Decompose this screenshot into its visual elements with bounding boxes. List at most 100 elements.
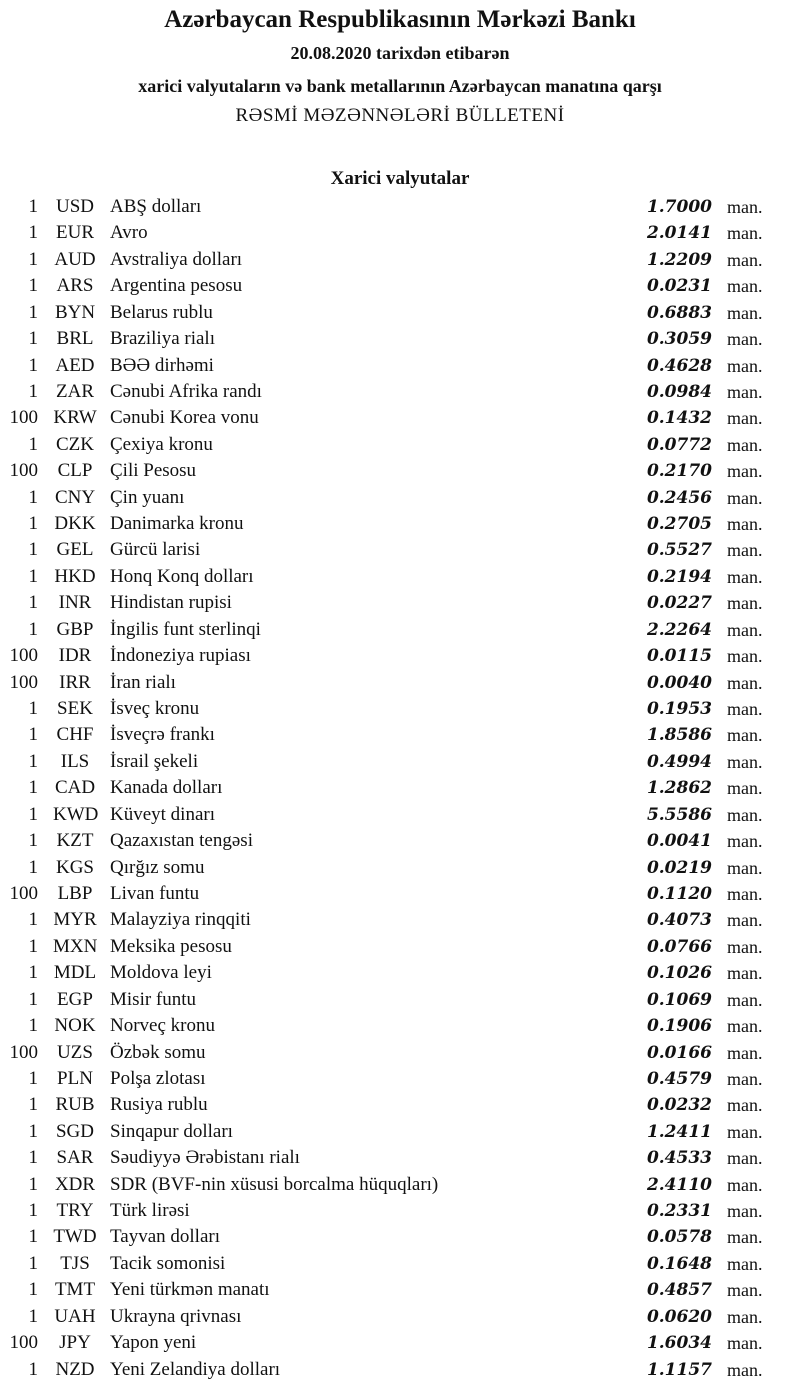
currency-code: KRW	[53, 407, 97, 429]
unit-label: man.	[727, 936, 763, 957]
unit-label: man.	[727, 487, 763, 508]
exchange-rate: 0.6883	[646, 302, 712, 323]
currency-name: Küveyt dinarı	[110, 803, 216, 825]
currency-code: MYR	[53, 909, 97, 931]
table-row: 1 GEL Gürcü larisi 0.5527 man.	[0, 537, 800, 563]
exchange-rate: 0.2194	[646, 566, 712, 587]
quantity: 100	[9, 645, 39, 667]
currency-name: Avro	[110, 222, 148, 244]
table-row: 1 KGS Qırğız somu 0.0219 man.	[0, 855, 800, 881]
unit-label: man.	[727, 778, 763, 799]
bank-title: Azərbaycan Respublikasının Mərkəzi Bankı	[164, 6, 636, 33]
currency-code: USD	[55, 196, 94, 217]
table-row: 1 SEK İsveç kronu 0.1953 man.	[0, 696, 800, 722]
quantity: 100	[9, 460, 39, 482]
currency-code: ARS	[56, 275, 94, 297]
currency-code: DKK	[54, 513, 96, 535]
quantity: 100	[9, 882, 39, 904]
currency-code: JPY	[59, 1332, 91, 1354]
table-row: 1 MYR Malayziya rinqqiti 0.4073 man.	[0, 907, 800, 933]
currency-name: ABŞ dolları	[110, 196, 202, 217]
exchange-rate: 0.0232	[646, 1095, 712, 1116]
exchange-rate: 2.4110	[646, 1174, 712, 1195]
exchange-rate: 0.0578	[646, 1227, 712, 1248]
quantity: 1	[28, 328, 39, 350]
unit-label: man.	[727, 1227, 763, 1248]
exchange-rate: 0.2456	[646, 487, 712, 508]
unit-label: man.	[727, 1121, 763, 1142]
currency-name: Meksika pesosu	[110, 935, 232, 957]
currency-code: TJS	[60, 1252, 90, 1274]
exchange-rate: 0.1432	[646, 408, 712, 429]
quantity: 1	[28, 539, 39, 561]
currency-code: CLP	[57, 460, 93, 482]
currency-name: Cənubi Afrika randı	[110, 380, 262, 402]
table-row: 1 UAH Ukrayna qrivnası 0.0620 man.	[0, 1304, 800, 1330]
table-row: 1 TMT Yeni türkmən manatı 0.4857 man.	[0, 1277, 800, 1303]
currency-code: TMT	[54, 1279, 96, 1301]
unit-label: man.	[727, 1280, 763, 1301]
unit-label: man.	[727, 1174, 763, 1195]
exchange-rate: 0.0219	[646, 857, 712, 878]
unit-label: man.	[727, 566, 763, 587]
quantity: 1	[28, 1094, 39, 1116]
currency-name: İsveçrə frankı	[110, 724, 215, 746]
unit-label: man.	[727, 1042, 763, 1063]
unit-label: man.	[727, 910, 763, 931]
currency-name: Hindistan rupisi	[110, 592, 232, 614]
quantity: 1	[28, 433, 39, 455]
unit-label: man.	[727, 1306, 763, 1327]
quantity: 1	[28, 750, 39, 772]
exchange-rate: 1.2862	[646, 778, 712, 799]
currency-name: Ukrayna qrivnası	[110, 1305, 242, 1327]
exchange-rate: 0.0772	[646, 434, 712, 455]
unit-label: man.	[727, 1253, 763, 1274]
table-row: 1 GBP İngilis funt sterlinqi 2.2264 man.	[0, 617, 800, 643]
exchange-rate: 0.0115	[646, 646, 712, 667]
exchange-rate: 0.0227	[646, 593, 712, 614]
table-row: 1 EUR Avro 2.0141 man.	[0, 220, 800, 246]
table-row: 1 MDL Moldova leyi 0.1026 man.	[0, 960, 800, 986]
currency-name: Cənubi Korea vonu	[110, 407, 259, 429]
quantity: 1	[28, 513, 39, 535]
table-row: 1 ILS İsrail şekeli 0.4994 man.	[0, 749, 800, 775]
unit-label: man.	[727, 804, 763, 825]
currency-code: EUR	[56, 222, 94, 244]
table-row: 1 TWD Tayvan dolları 0.0578 man.	[0, 1224, 800, 1250]
quantity: 1	[28, 1015, 39, 1037]
table-row: 1 ZAR Cənubi Afrika randı 0.0984 man.	[0, 379, 800, 405]
currency-code: EGP	[57, 988, 93, 1010]
exchange-rate: 0.1648	[646, 1253, 712, 1274]
currency-code: MDL	[53, 962, 97, 984]
table-row: 1 TRY Türk lirəsi 0.2331 man.	[0, 1198, 800, 1224]
unit-label: man.	[727, 699, 763, 720]
exchange-rate: 0.2331	[646, 1201, 712, 1222]
table-row: 1 KZT Qazaxıstan tengəsi 0.0041 man.	[0, 828, 800, 854]
quantity: 100	[9, 671, 39, 693]
currency-name: Tacik somonisi	[110, 1252, 226, 1274]
exchange-rate: 0.2705	[646, 514, 712, 535]
table-row: 1 CAD Kanada dolları 1.2862 man.	[0, 775, 800, 801]
currency-name: Yapon yeni	[110, 1332, 197, 1354]
exchange-rate: 0.5527	[646, 540, 712, 561]
quantity: 100	[9, 1041, 39, 1063]
table-row: 1 AUD Avstraliya dolları 1.2209 man.	[0, 247, 800, 273]
currency-code: GEL	[56, 539, 94, 561]
table-row: 1 CZK Çexiya kronu 0.0772 man.	[0, 432, 800, 458]
table-row: 100 IRR İran rialı 0.0040 man.	[0, 670, 800, 696]
quantity: 1	[28, 354, 39, 376]
unit-label: man.	[727, 1095, 763, 1116]
currency-name: Belarus rublu	[110, 301, 213, 323]
currency-code: CAD	[54, 777, 96, 799]
unit-label: man.	[727, 989, 763, 1010]
table-row: 1 XDR SDR (BVF-nin xüsusi borcalma hüquqla…	[0, 1172, 800, 1198]
quantity: 1	[28, 380, 39, 402]
exchange-rate: 0.1120	[646, 883, 712, 904]
table-row: 1 DKK Danimarka kronu 0.2705 man.	[0, 511, 800, 537]
unit-label: man.	[727, 514, 763, 535]
currency-code: TRY	[56, 1200, 94, 1222]
currency-name: BƏƏ dirhəmi	[110, 354, 214, 376]
unit-label: man.	[727, 461, 763, 482]
quantity: 1	[28, 1120, 39, 1142]
quantity: 100	[9, 1332, 39, 1354]
